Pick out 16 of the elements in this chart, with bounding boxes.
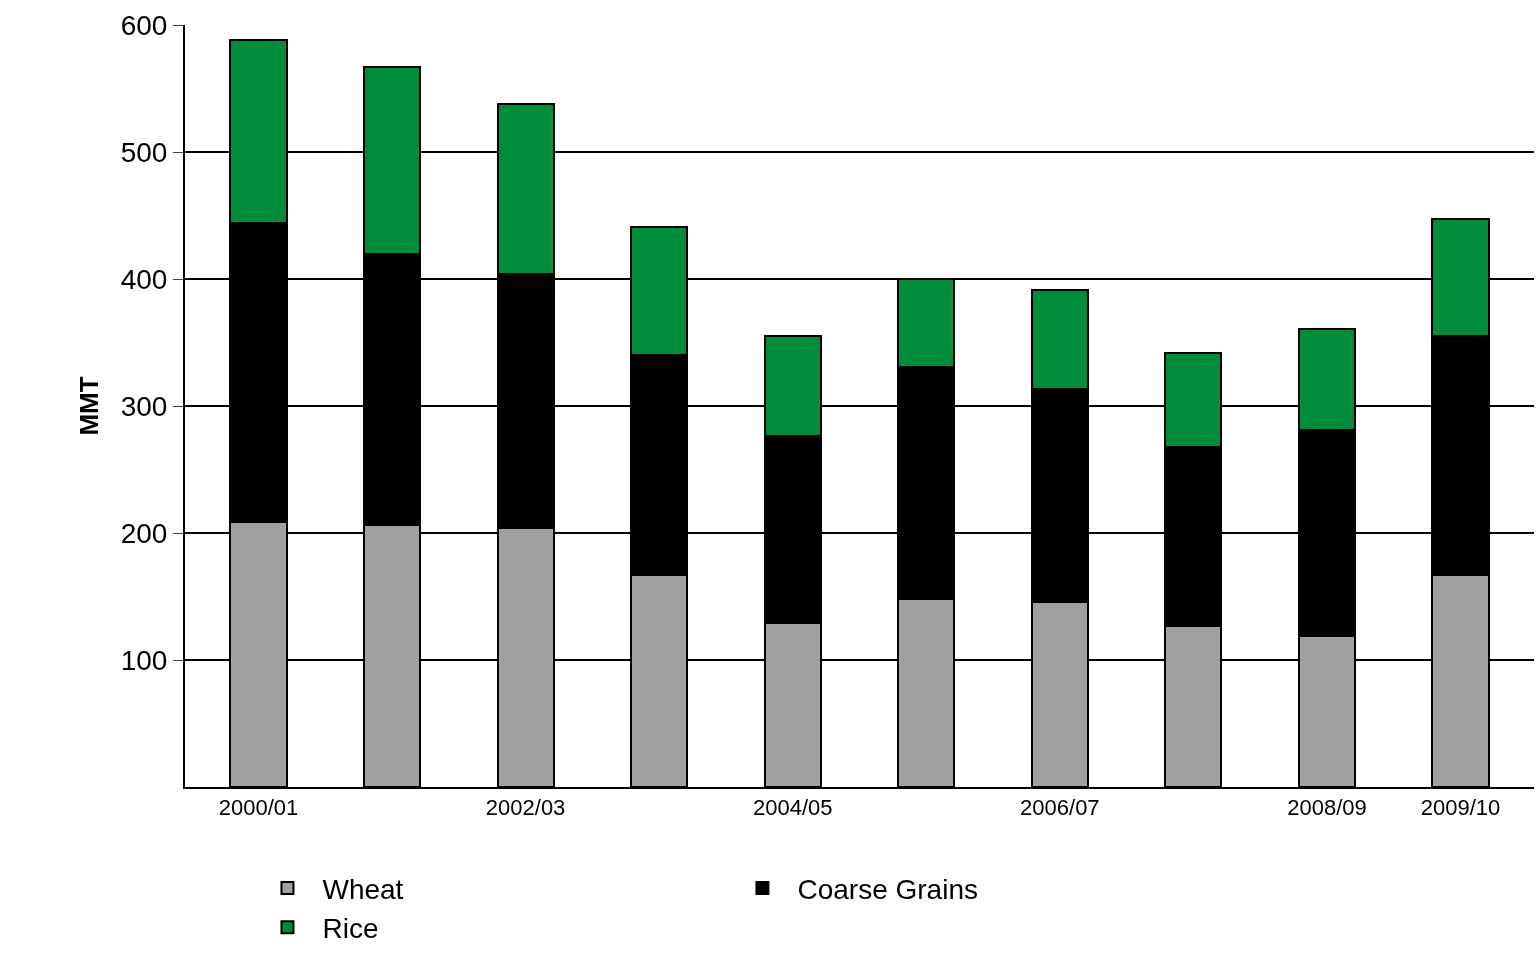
legend-label: Wheat <box>322 873 404 905</box>
y-tick-label: 500 <box>120 136 168 168</box>
legend-label: Rice <box>322 913 379 945</box>
x-tick-label: 2000/01 <box>218 795 299 821</box>
x-tick-label: 2008/09 <box>1287 795 1367 821</box>
y-tick-label: 600 <box>120 9 168 41</box>
x-tick-label: 2006/07 <box>1020 795 1100 821</box>
legend-label: Coarse Grains <box>797 873 978 905</box>
y-tick-label: 300 <box>120 390 168 422</box>
y-tick-label: 400 <box>120 263 168 295</box>
x-tick-label: 2004/05 <box>752 795 833 821</box>
y-tick-label: 200 <box>120 517 168 549</box>
y-tick-label: 100 <box>120 644 168 676</box>
x-tick-label: 2009/10 <box>1420 795 1501 821</box>
y-axis-title: MMT <box>73 376 104 436</box>
x-tick-label: 2002/03 <box>485 795 566 821</box>
